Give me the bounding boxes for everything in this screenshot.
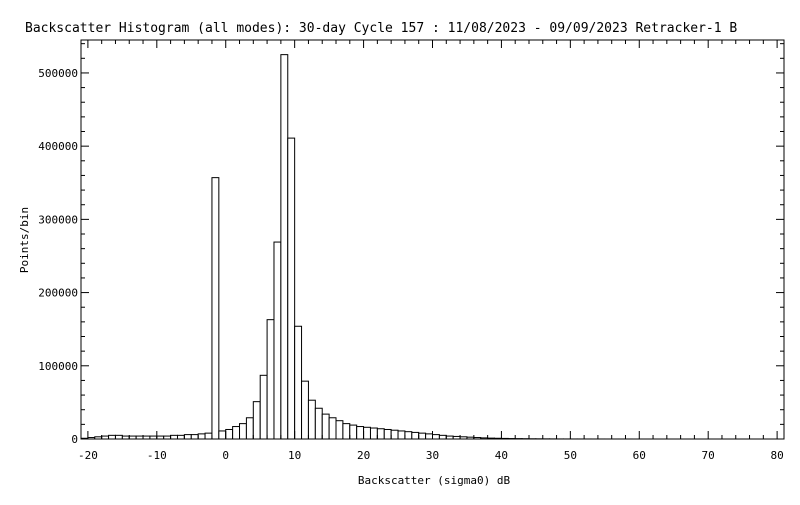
histogram-bar bbox=[177, 435, 184, 439]
histogram-bar bbox=[426, 434, 433, 439]
histogram-bar bbox=[343, 424, 350, 439]
histogram-bar bbox=[350, 425, 357, 439]
histogram-bar bbox=[212, 178, 219, 439]
x-tick-label: 10 bbox=[288, 449, 301, 462]
histogram-bar bbox=[171, 435, 178, 439]
chart-title: Backscatter Histogram (all modes): 30-da… bbox=[25, 21, 737, 36]
histogram-bar bbox=[357, 427, 364, 439]
histogram-bar bbox=[322, 414, 329, 439]
y-tick-label: 100000 bbox=[38, 360, 78, 373]
histogram-bar bbox=[370, 428, 377, 439]
histogram-bar bbox=[433, 435, 440, 439]
y-tick-label: 200000 bbox=[38, 287, 78, 300]
y-tick-label: 500000 bbox=[38, 67, 78, 80]
histogram-bar bbox=[377, 429, 384, 439]
bars bbox=[81, 55, 632, 439]
histogram-bar bbox=[412, 432, 419, 439]
histogram-bar bbox=[308, 400, 315, 439]
histogram-bar bbox=[184, 435, 191, 439]
y-tick-label: 300000 bbox=[38, 213, 78, 226]
histogram-bar bbox=[391, 430, 398, 439]
x-tick-label: 50 bbox=[564, 449, 577, 462]
histogram-bar bbox=[226, 429, 233, 439]
histogram-bar bbox=[364, 427, 371, 439]
x-axis-label: Backscatter (sigma0) dB bbox=[358, 474, 511, 487]
histogram-bar bbox=[281, 55, 288, 439]
x-tick-label: -10 bbox=[147, 449, 167, 462]
x-tick-label: 30 bbox=[426, 449, 439, 462]
x-tick-label: 70 bbox=[702, 449, 715, 462]
y-axis-label: Points/bin bbox=[18, 207, 31, 273]
histogram-bar bbox=[115, 435, 122, 439]
histogram-bar bbox=[295, 326, 302, 439]
histogram-bar bbox=[274, 242, 281, 439]
histogram-bar bbox=[219, 431, 226, 439]
histogram-bar bbox=[253, 402, 260, 439]
histogram-bar bbox=[405, 432, 412, 439]
x-tick-label: 0 bbox=[222, 449, 229, 462]
histogram-bar bbox=[233, 427, 240, 439]
histogram-bar bbox=[267, 320, 274, 439]
axes: -20 -10 0 10 20 30 40 50 60 70 80 0 100000 200000 3000… bbox=[38, 40, 784, 462]
histogram-bar bbox=[205, 433, 212, 439]
x-tick-label: 20 bbox=[357, 449, 370, 462]
histogram-bar bbox=[260, 375, 267, 439]
histogram-bar bbox=[336, 421, 343, 439]
histogram-bar bbox=[198, 434, 205, 439]
histogram-bar bbox=[398, 431, 405, 439]
x-tick-label: 80 bbox=[770, 449, 783, 462]
histogram-bar bbox=[191, 435, 198, 439]
histogram-bar bbox=[329, 418, 336, 439]
histogram-bar bbox=[109, 435, 116, 439]
histogram-bar bbox=[240, 424, 247, 439]
histogram-bar bbox=[246, 418, 253, 439]
histogram-bar bbox=[315, 408, 322, 439]
x-tick-label: 40 bbox=[495, 449, 508, 462]
y-tick-label: 0 bbox=[71, 433, 78, 446]
x-tick-label: 60 bbox=[633, 449, 646, 462]
histogram-bar bbox=[384, 429, 391, 439]
histogram-bar bbox=[419, 433, 426, 439]
y-tick-label: 400000 bbox=[38, 140, 78, 153]
histogram-bar bbox=[288, 138, 295, 439]
histogram-bar bbox=[439, 435, 446, 439]
x-tick-label: -20 bbox=[78, 449, 98, 462]
histogram-bar bbox=[302, 381, 309, 439]
plot-frame bbox=[81, 40, 784, 439]
